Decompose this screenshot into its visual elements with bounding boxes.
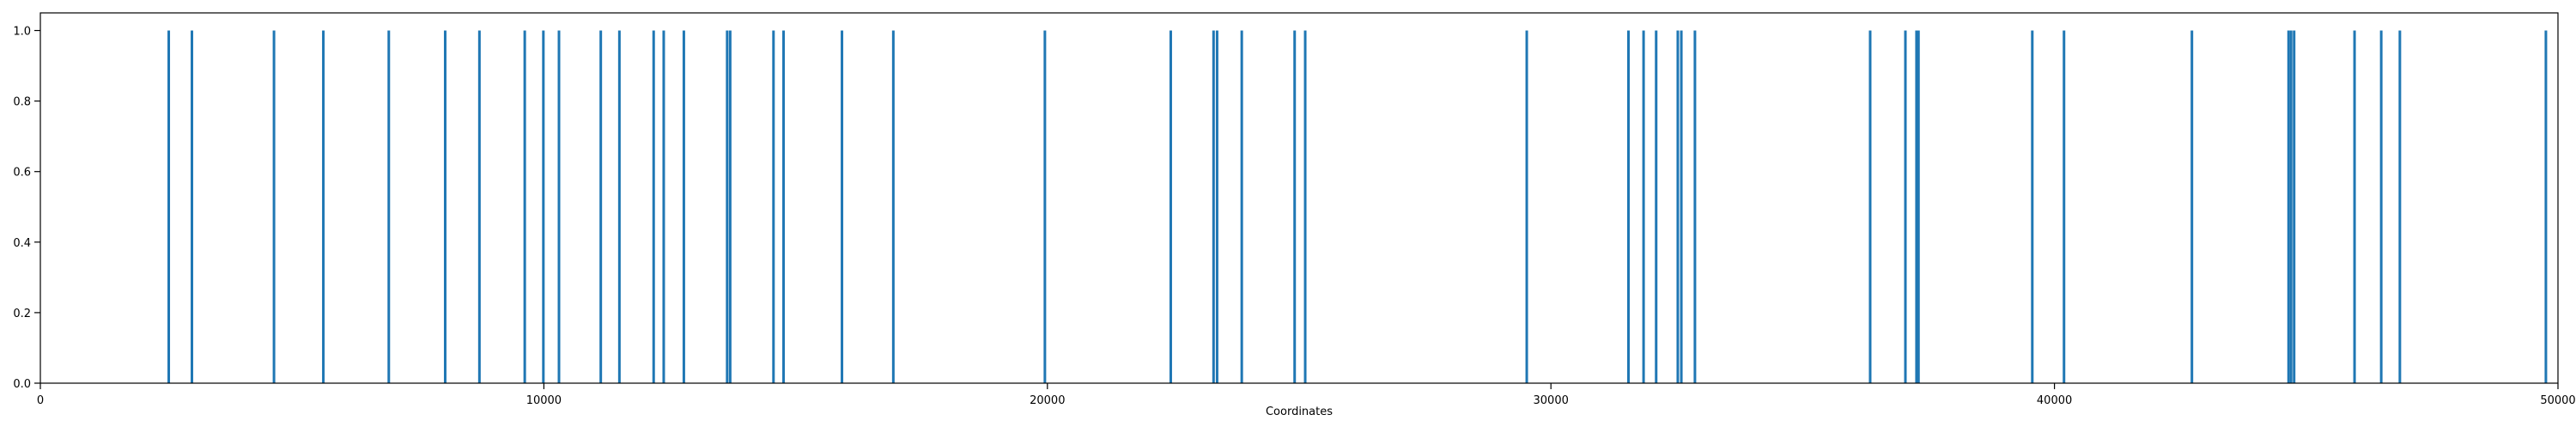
bar	[1655, 30, 1658, 384]
y-tick-label: 0.6	[13, 167, 31, 180]
x-tick-label: 0	[37, 394, 44, 407]
bar	[2379, 30, 2383, 384]
bar	[728, 30, 732, 384]
bar	[1525, 30, 1528, 384]
bar	[1917, 30, 1920, 384]
bar	[2190, 30, 2194, 384]
bar	[2031, 30, 2034, 384]
bar	[542, 30, 545, 384]
bar	[891, 30, 895, 384]
bar	[2544, 30, 2548, 384]
bar	[1212, 30, 1215, 384]
bar	[523, 30, 526, 384]
bar	[272, 30, 276, 384]
bar	[2289, 30, 2293, 384]
plot-frame	[39, 12, 2559, 384]
x-tick-label: 20000	[1030, 394, 1065, 407]
bar	[1915, 30, 1918, 384]
bar	[191, 30, 194, 384]
bar	[726, 30, 729, 384]
bar	[652, 30, 655, 384]
bar	[322, 30, 325, 384]
x-tick-label: 50000	[2540, 394, 2575, 407]
bar	[477, 30, 481, 384]
bar	[599, 30, 603, 384]
x-tick-label: 40000	[2037, 394, 2072, 407]
bar	[167, 30, 171, 384]
bar	[2063, 30, 2066, 384]
y-tick-label: 0.0	[13, 378, 31, 391]
bar	[387, 30, 391, 384]
x-axis-label: Coordinates	[1266, 406, 1333, 418]
bar	[2293, 30, 2296, 384]
y-tick-label: 0.4	[13, 237, 31, 250]
bar	[1627, 30, 1631, 384]
x-axis: 0 10000 20000 30000 40000 50000	[37, 383, 2576, 407]
bar	[1680, 30, 1683, 384]
bar	[1303, 30, 1307, 384]
y-tick-label: 0.8	[13, 96, 31, 109]
bar	[782, 30, 786, 384]
bar	[1169, 30, 1172, 384]
bar	[617, 30, 621, 384]
bar	[2398, 30, 2402, 384]
bar	[1043, 30, 1047, 384]
bar	[662, 30, 665, 384]
bar	[2287, 30, 2290, 384]
bar	[1868, 30, 1872, 384]
x-tick-label: 10000	[526, 394, 562, 407]
bar	[557, 30, 561, 384]
bar	[1642, 30, 1645, 384]
bar	[1293, 30, 1297, 384]
bar	[2353, 30, 2356, 384]
bar	[1693, 30, 1697, 384]
bar	[1676, 30, 1680, 384]
y-tick-label: 0.2	[13, 308, 31, 320]
bar	[1240, 30, 1243, 384]
bar-series	[167, 30, 2548, 384]
bar	[841, 30, 844, 384]
bar	[682, 30, 685, 384]
x-tick-label: 30000	[1534, 394, 1569, 407]
bar	[1904, 30, 1907, 384]
bar	[443, 30, 447, 384]
y-tick-label: 1.0	[13, 26, 31, 39]
y-axis: 0.0 0.2 0.4 0.6 0.8 1.0	[13, 26, 40, 391]
bar	[1215, 30, 1218, 384]
bar	[772, 30, 775, 384]
